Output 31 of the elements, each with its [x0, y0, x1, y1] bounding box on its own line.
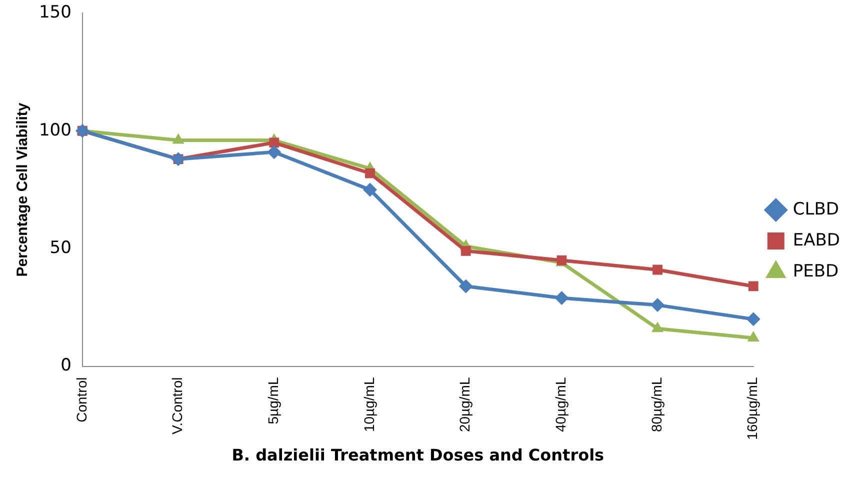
point: [748, 281, 758, 292]
x-tick-label: Control: [73, 377, 90, 422]
point: [269, 138, 280, 148]
x-axis-title: B. dalzielii Treatment Doses and Controls: [232, 446, 604, 465]
point: [75, 124, 90, 138]
x-tick-label: 80µg/mL: [648, 377, 664, 432]
x-tick-label: 10µg/mL: [360, 377, 377, 432]
point: [554, 290, 569, 305]
x-tick-label: 5µg/mL: [265, 377, 281, 424]
x-tick-label: 20µg/mL: [456, 377, 473, 432]
legend-label: CLBD: [792, 199, 839, 220]
point: [650, 298, 665, 312]
legend-label: PEBD: [792, 261, 839, 282]
point: [365, 168, 375, 178]
point: [460, 246, 471, 256]
point: [267, 145, 282, 160]
x-tick-label: 40µg/mL: [552, 377, 569, 432]
point: [362, 182, 377, 197]
x-tick-label: V.Control: [169, 377, 186, 434]
point: [747, 331, 760, 342]
y-tick-label: 100: [38, 120, 72, 140]
y-tick-label: 150: [38, 2, 72, 23]
point: [746, 312, 760, 326]
point: [458, 279, 473, 294]
point: [651, 322, 664, 332]
point: [652, 264, 662, 275]
x-tick-label: 160µg/mL: [744, 377, 760, 440]
y-tick-label: 0: [60, 356, 72, 376]
y-axis-title: Percentage Cell Viability: [14, 102, 32, 277]
y-tick-label: 50: [50, 238, 72, 258]
legend-label: EABD: [792, 230, 840, 250]
